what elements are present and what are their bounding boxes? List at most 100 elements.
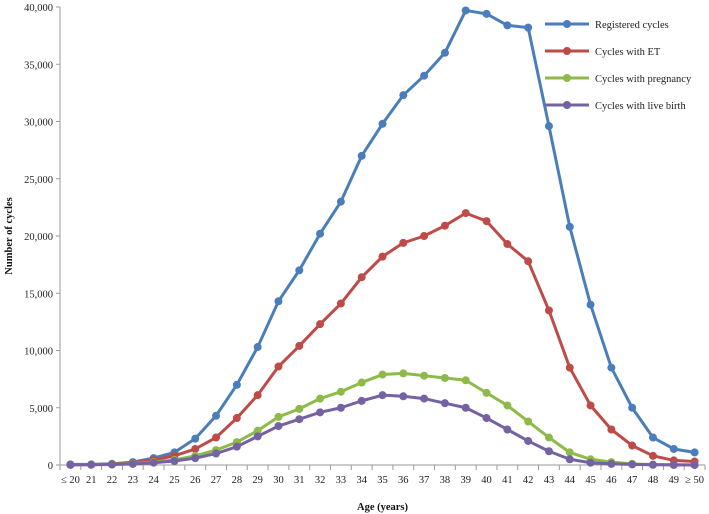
data-point: [544, 306, 553, 315]
y-tick-label: 20,000: [24, 232, 53, 243]
legend-label: Registered cycles: [595, 20, 669, 31]
data-point: [232, 380, 241, 389]
x-tick-label: 47: [627, 475, 638, 486]
data-point: [482, 217, 491, 226]
x-axis-ticks: ≤ 20 21 22 23 24 25 26 27 28 29 30 31 32 33 34 35 36 37 38…: [59, 465, 706, 486]
data-point: [170, 456, 179, 465]
data-point: [440, 373, 449, 382]
data-point: [336, 299, 345, 308]
x-tick-label: 34: [356, 475, 367, 486]
x-tick-label: 30: [273, 475, 284, 486]
y-tick-label: 25,000: [24, 175, 53, 186]
data-point: [274, 412, 283, 421]
legend-label: Cycles with pregnancy: [595, 74, 692, 85]
data-point: [420, 71, 429, 80]
data-point: [316, 229, 325, 238]
data-point: [565, 222, 574, 231]
data-point: [628, 441, 637, 450]
data-point: [461, 376, 470, 385]
data-point: [399, 238, 408, 247]
x-tick-label: 43: [544, 475, 555, 486]
data-point: [420, 232, 429, 240]
data-point: [378, 370, 387, 379]
data-point: [565, 455, 574, 464]
y-tick-label: 35,000: [24, 60, 53, 71]
data-point: [399, 369, 408, 378]
data-point: [378, 119, 387, 128]
data-point: [295, 404, 304, 413]
data-point: [544, 447, 553, 456]
data-point: [544, 122, 553, 131]
x-tick-label: 25: [169, 475, 180, 486]
data-point: [357, 151, 366, 160]
x-tick-label: ≥ 50: [685, 475, 704, 486]
x-tick-label: 41: [502, 475, 513, 486]
data-point: [212, 411, 221, 420]
data-point: [191, 444, 200, 453]
x-tick-label: 33: [336, 475, 347, 486]
data-point: [586, 401, 595, 410]
x-tick-label: 26: [190, 475, 201, 486]
data-point: [440, 221, 449, 230]
x-tick-label: 39: [460, 475, 471, 486]
data-point: [544, 433, 553, 442]
data-point: [690, 460, 699, 469]
y-tick-label: 30,000: [24, 118, 53, 129]
legend-item: Registered cycles: [545, 20, 669, 31]
data-point: [399, 392, 408, 401]
x-axis-title: Age (years): [357, 502, 409, 513]
data-point: [191, 454, 200, 463]
y-tick-label: 15,000: [24, 289, 53, 300]
legend-label: Cycles with live birth: [595, 101, 686, 112]
x-tick-label: ≤ 20: [61, 475, 80, 486]
legend-item: Cycles with live birth: [545, 101, 686, 112]
data-point: [128, 459, 137, 468]
legend: Registered cycles Cycles with ET Cycles wi…: [545, 20, 692, 112]
x-tick-label: 37: [419, 475, 430, 486]
data-point: [357, 378, 366, 387]
data-point: [357, 273, 366, 282]
data-point: [586, 300, 595, 309]
data-point: [628, 403, 637, 412]
data-point: [648, 433, 657, 442]
series-4: [66, 391, 699, 469]
data-point: [316, 408, 325, 417]
data-point: [482, 414, 491, 423]
data-point: [461, 6, 470, 15]
data-point: [524, 23, 533, 32]
data-point: [253, 391, 262, 400]
x-tick-label: 28: [232, 475, 243, 486]
data-point: [503, 425, 512, 434]
x-tick-label: 21: [86, 475, 97, 486]
data-point: [399, 91, 408, 100]
x-tick-label: 46: [606, 475, 617, 486]
legend-item: Cycles with ET: [545, 47, 661, 58]
legend-swatch-marker: [563, 74, 571, 82]
data-point: [295, 341, 304, 350]
y-tick-label: 5,000: [29, 404, 53, 415]
data-point: [586, 458, 595, 467]
x-tick-label: 40: [481, 475, 492, 486]
data-point: [212, 433, 221, 442]
x-tick-label: 38: [440, 475, 451, 486]
data-point: [357, 396, 366, 405]
series-layer: [66, 6, 699, 469]
data-point: [274, 362, 283, 371]
data-point: [295, 266, 304, 275]
y-axis-title: Number of cycles: [4, 197, 15, 274]
legend-swatch-marker: [563, 101, 571, 109]
data-point: [440, 399, 449, 408]
x-tick-label: 42: [523, 475, 534, 486]
data-point: [253, 426, 262, 435]
legend-swatch-marker: [563, 20, 571, 28]
data-point: [669, 444, 678, 453]
data-point: [191, 434, 200, 443]
data-point: [503, 401, 512, 410]
x-tick-label: 48: [648, 475, 659, 486]
x-tick-label: 22: [107, 475, 118, 486]
data-point: [378, 252, 387, 261]
data-point: [607, 459, 616, 468]
data-point: [440, 48, 449, 57]
legend-label: Cycles with ET: [595, 47, 661, 58]
data-point: [420, 371, 429, 380]
